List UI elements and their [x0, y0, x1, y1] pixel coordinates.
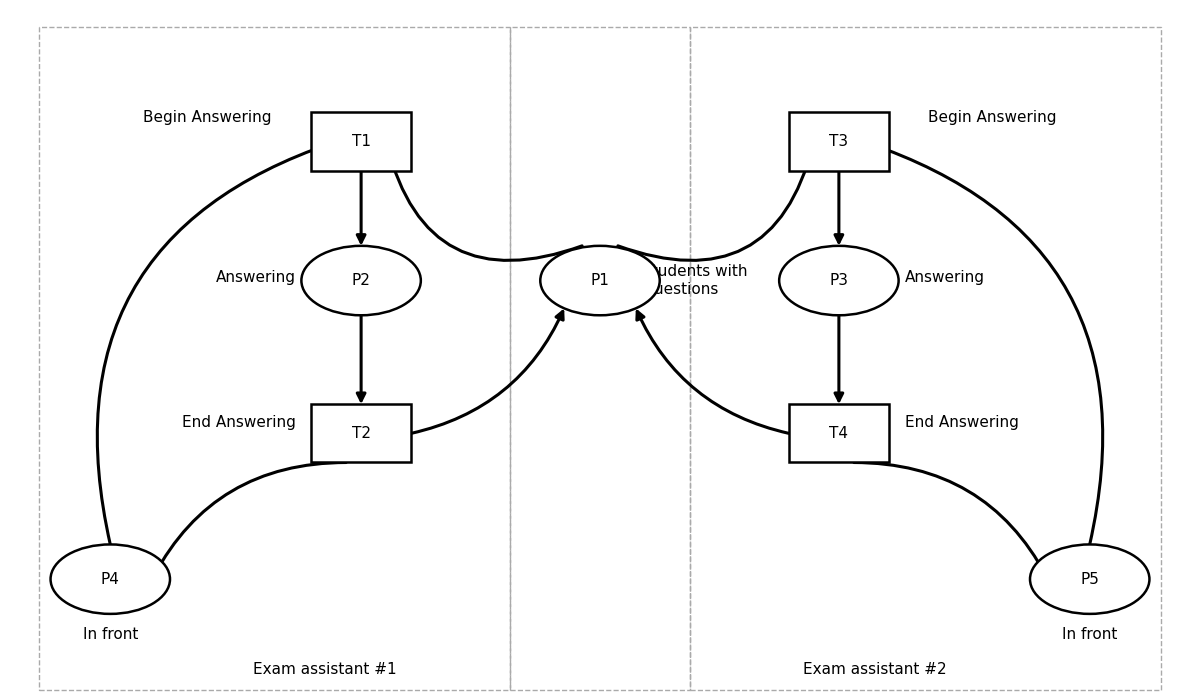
Text: T4: T4: [829, 426, 848, 441]
Text: End Answering: End Answering: [905, 415, 1019, 430]
Text: P5: P5: [1080, 572, 1099, 587]
Text: Students with
Questions: Students with Questions: [642, 265, 748, 297]
Bar: [38, 27, 510, 690]
Circle shape: [540, 246, 660, 315]
Text: Answering: Answering: [905, 270, 984, 285]
Text: T3: T3: [829, 134, 848, 149]
Text: P4: P4: [101, 572, 120, 587]
Circle shape: [1030, 545, 1150, 614]
Bar: [311, 113, 412, 171]
Bar: [788, 404, 889, 463]
Circle shape: [779, 246, 899, 315]
Text: End Answering: End Answering: [181, 415, 295, 430]
Bar: [788, 113, 889, 171]
Text: T1: T1: [352, 134, 371, 149]
Text: P1: P1: [590, 273, 610, 288]
Text: P3: P3: [829, 273, 848, 288]
Text: In front: In front: [1062, 627, 1117, 642]
Text: Begin Answering: Begin Answering: [929, 110, 1057, 125]
Text: Answering: Answering: [216, 270, 295, 285]
Text: P2: P2: [352, 273, 371, 288]
Circle shape: [301, 246, 421, 315]
Text: Exam assistant #2: Exam assistant #2: [803, 662, 947, 677]
Text: T2: T2: [352, 426, 371, 441]
Text: Exam assistant #1: Exam assistant #1: [253, 662, 397, 677]
Bar: [690, 27, 1162, 690]
Bar: [311, 404, 412, 463]
Bar: [510, 27, 690, 690]
Text: Begin Answering: Begin Answering: [143, 110, 271, 125]
Text: In front: In front: [83, 627, 138, 642]
Circle shape: [50, 545, 170, 614]
